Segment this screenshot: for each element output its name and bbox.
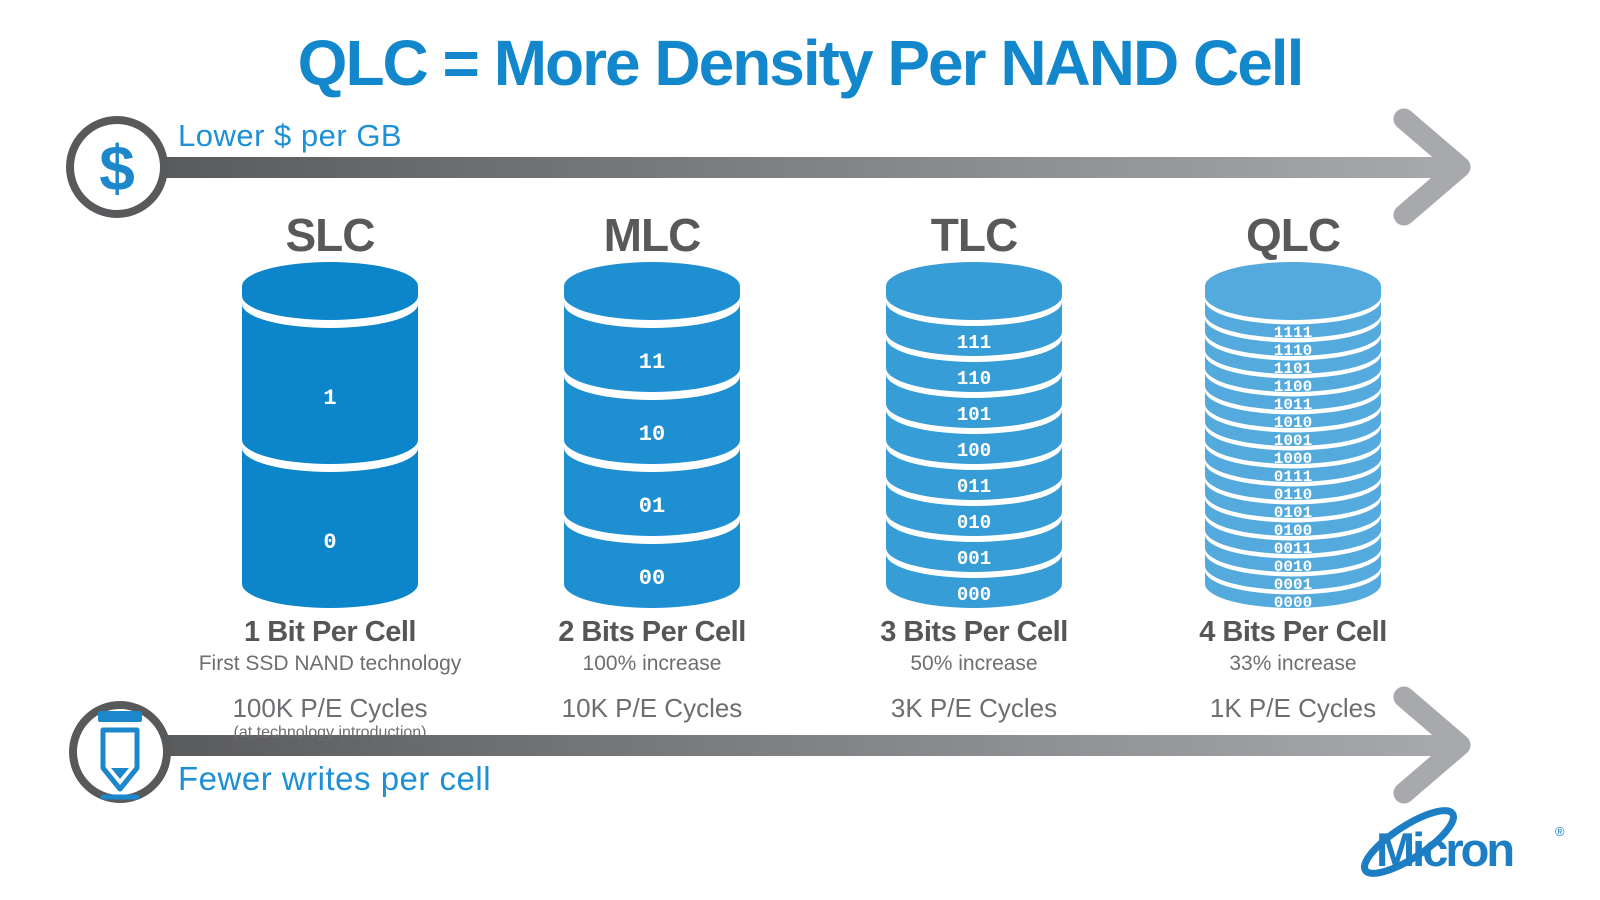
segment-label: 10	[639, 422, 665, 447]
fewer-writes-label: Fewer writes per cell	[178, 760, 492, 797]
pe-cycles-label: 10K P/E Cycles	[561, 693, 743, 723]
bits-per-cell-label: 4 Bits Per Cell	[1199, 616, 1387, 648]
pe-cycles-label: 100K P/E Cycles	[232, 693, 428, 723]
arrowhead-icon	[1393, 686, 1471, 804]
micron-logo: Micron ®	[1361, 807, 1565, 877]
lower-cost-label: Lower $ per GB	[178, 118, 403, 153]
cylinder-slc: 10	[242, 262, 418, 608]
segment-label: 0110	[1274, 486, 1312, 504]
column-subtitle: First SSD NAND technology	[198, 652, 462, 675]
segment-label: 0101	[1274, 504, 1312, 522]
segment-label: 0100	[1274, 522, 1312, 540]
pe-cycles-label: 3K P/E Cycles	[890, 693, 1058, 723]
bits-per-cell-label: 2 Bits Per Cell	[558, 616, 746, 648]
registered-mark: ®	[1555, 824, 1565, 839]
segment-label: 1100	[1274, 378, 1312, 396]
segment-label: 1101	[1274, 360, 1312, 378]
segment-label: 1	[323, 386, 336, 411]
segment-label: 0111	[1274, 468, 1312, 486]
segment-label: 0011	[1274, 540, 1312, 558]
segment-label: 11	[639, 350, 665, 375]
cylinder-tlc: 111 110 101 100 011 010 001 000	[886, 262, 1062, 608]
pe-cycles-note	[1133, 724, 1453, 746]
segment-label: 011	[957, 476, 991, 498]
segment-label: 010	[957, 512, 991, 534]
segment-label: 0	[323, 530, 336, 555]
bits-per-cell-label: 3 Bits Per Cell	[880, 616, 1068, 648]
column-tlc: TLC 111 110 101 100 011 010 001 000 3 Bits Per …	[814, 208, 1134, 746]
arrow-shaft	[118, 157, 1448, 178]
segment-label: 00	[639, 566, 665, 591]
segment-label: 1010	[1274, 414, 1312, 432]
logo-orbit-icon	[1361, 807, 1457, 877]
lower-cost-arrow: $	[66, 108, 1471, 226]
brand-name: Micron	[1376, 823, 1512, 876]
fewer-writes-arrow	[69, 686, 1471, 804]
arrow-shaft	[120, 735, 1448, 756]
segment-label: 101	[957, 404, 991, 426]
segment-label: 000	[957, 584, 991, 606]
pe-cycles-label: 1K P/E Cycles	[1209, 693, 1377, 723]
segment-label: 1011	[1274, 396, 1312, 414]
pe-cycles-note	[814, 724, 1134, 746]
column-title: TLC	[930, 209, 1018, 261]
pe-cycles-note: (at technology introduction)	[233, 724, 427, 741]
column-title: MLC	[603, 209, 702, 261]
pe-cycles-note	[492, 724, 812, 746]
column-title: QLC	[1245, 209, 1341, 261]
column-title: SLC	[285, 209, 376, 261]
dollar-icon: $	[99, 132, 135, 204]
page-title: QLC = More Density Per NAND Cell	[297, 27, 1305, 99]
segment-label: 1110	[1274, 342, 1312, 360]
column-subtitle: 100% increase	[582, 652, 722, 675]
dollar-circle	[66, 116, 168, 218]
segment-label: 1111	[1274, 324, 1312, 342]
pencil-icon	[98, 711, 142, 800]
segment-label: 01	[639, 494, 665, 519]
arrowhead-icon	[1393, 108, 1471, 226]
segment-label: 1000	[1274, 450, 1312, 468]
column-subtitle: 50% increase	[910, 652, 1038, 675]
column-mlc: MLC 11 10 01 00 2 Bits Per Cell 100% increa…	[492, 208, 812, 746]
segment-label: 111	[957, 332, 991, 354]
segment-label: 0010	[1274, 558, 1312, 576]
cylinder-mlc: 11 10 01 00	[564, 262, 740, 608]
segment-label: 0000	[1274, 594, 1312, 608]
column-qlc: QLC 1111 1110 1101 1100 1011 1010 1001 1000 0111…	[1133, 208, 1453, 746]
column-subtitle: 33% increase	[1229, 652, 1357, 675]
segment-label: 110	[957, 368, 991, 390]
segment-label: 100	[957, 440, 991, 462]
cylinder-qlc: 1111111011011100101110101001100001110110…	[1205, 262, 1381, 608]
segment-label: 0001	[1274, 576, 1312, 594]
segment-label: 1001	[1274, 432, 1312, 450]
segment-label: 001	[957, 548, 991, 570]
bits-per-cell-label: 1 Bit Per Cell	[244, 616, 416, 648]
